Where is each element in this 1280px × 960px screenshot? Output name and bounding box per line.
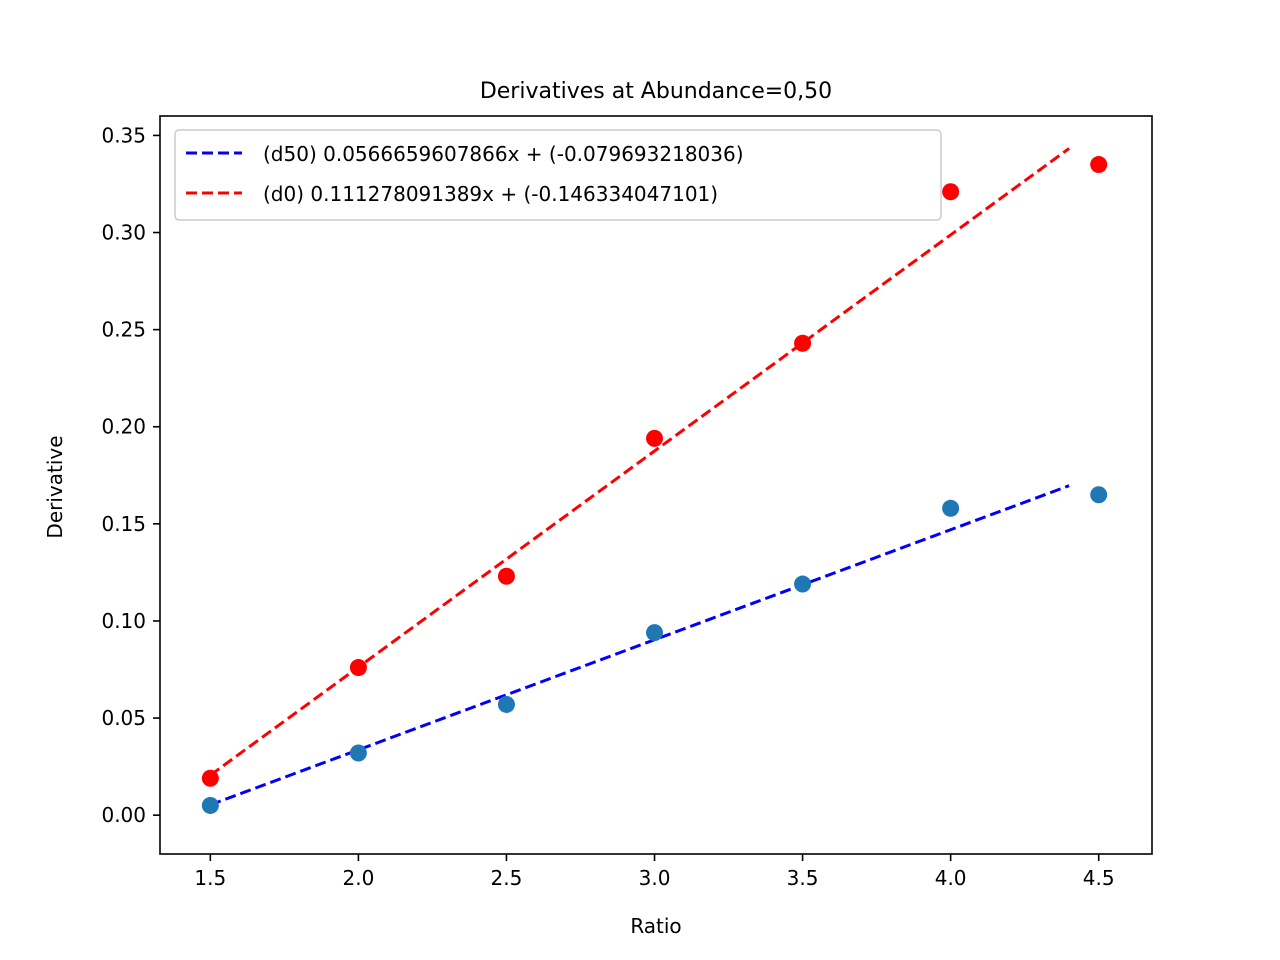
x-tick-label: 3.5 [787,866,819,890]
scatter-point-d0 [201,769,219,787]
scatter-point-d50 [1090,486,1108,504]
legend-entry-label: (d0) 0.111278091389x + (-0.146334047101) [263,182,718,206]
plot-background [160,116,1152,854]
scatter-point-d50 [349,744,367,762]
scatter-point-d0 [942,183,960,201]
scatter-point-d50 [794,575,812,593]
scatter-point-d0 [497,567,515,585]
y-tick-label: 0.15 [101,512,146,536]
scatter-point-d50 [646,624,664,642]
y-tick-label: 0.20 [101,415,146,439]
scatter-point-d50 [201,796,219,814]
y-tick-label: 0.00 [101,803,146,827]
legend-entry-label: (d50) 0.0566659607866x + (-0.07969321803… [263,142,744,166]
scatter-point-d50 [942,499,960,517]
legend: (d50) 0.0566659607866x + (-0.07969321803… [174,129,942,221]
scatter-point-d0 [349,659,367,677]
plot-area: 1.5 2.0 2.5 3.0 3.5 4.0 4.5 0.00 0.05 0.10 0.15 0.2… [101,115,1153,890]
y-tick-label: 0.05 [101,706,146,730]
y-tick-label: 0.25 [101,318,146,342]
scatter-point-d50 [497,695,515,713]
x-tick-label: 4.0 [935,866,967,890]
x-tick-label: 4.5 [1083,866,1115,890]
chart-title: Derivatives at Abundance=0,50 [480,79,832,104]
x-tick-label: 3.0 [639,866,671,890]
plot-frame [159,115,1153,855]
scatter-point-d0 [646,429,664,447]
x-tick-label: 1.5 [194,866,226,890]
y-axis-label: Derivative [43,435,67,538]
y-tick-label: 0.30 [101,221,146,245]
x-tick-label: 2.5 [491,866,523,890]
y-tick-label: 0.35 [101,123,146,147]
y-tick-label: 0.10 [101,609,146,633]
scatter-point-d0 [1090,156,1108,174]
x-axis-label: Ratio [630,914,681,938]
scatter-point-d0 [794,334,812,352]
x-tick-label: 2.0 [342,866,374,890]
legend-box [174,129,942,221]
